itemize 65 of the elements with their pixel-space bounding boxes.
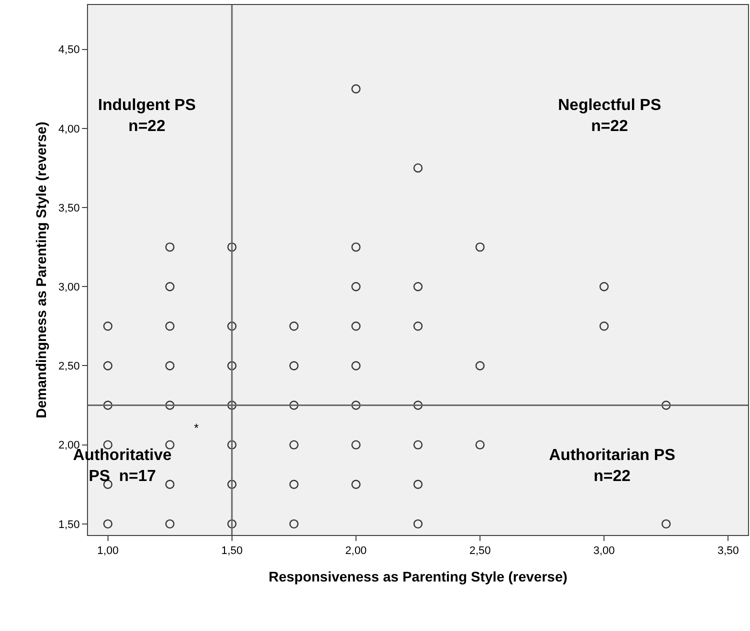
point	[227, 242, 237, 252]
y-tick-label: 1,50	[58, 518, 80, 531]
point	[599, 282, 609, 292]
point	[351, 84, 361, 94]
point	[599, 322, 609, 331]
x-tick-label: 2,00	[345, 545, 367, 558]
point	[165, 322, 174, 331]
point	[351, 361, 361, 370]
x-tick-label: 2,50	[469, 545, 491, 558]
point	[413, 440, 423, 450]
point	[413, 282, 423, 292]
x-tick-label: 3,00	[593, 545, 615, 558]
y-tick-label: 4,00	[58, 123, 80, 136]
y-tick-label: 4,50	[58, 44, 80, 56]
point	[413, 519, 423, 529]
y-tick-label: 2,50	[58, 360, 80, 373]
point	[475, 242, 485, 252]
point	[165, 440, 174, 450]
annotation: Neglectful PS n=22	[558, 97, 662, 135]
x-tick-label: 1,00	[97, 545, 119, 558]
point	[289, 480, 299, 489]
point	[351, 242, 361, 252]
point	[289, 440, 299, 450]
point	[413, 322, 423, 331]
point	[165, 361, 174, 370]
y-tick-label: 3,00	[58, 281, 80, 294]
point	[351, 282, 361, 292]
x-tick-label: 1,50	[221, 545, 243, 558]
point	[289, 519, 299, 529]
point	[413, 400, 423, 410]
point	[351, 322, 361, 331]
point	[227, 480, 237, 489]
point	[289, 322, 299, 331]
point	[227, 519, 237, 529]
point	[662, 519, 671, 529]
annotation: Indulgent PS n=22	[98, 97, 196, 135]
point	[227, 440, 237, 450]
y-tick-label: 3,50	[58, 202, 80, 214]
point	[103, 322, 112, 331]
point	[165, 242, 174, 252]
y-axis-title: Demandingness as Parenting Style (reverse)	[32, 122, 49, 418]
x-axis-title: Responsiveness as Parenting Style (reverse)	[268, 568, 568, 584]
x-tick-label: 3,50	[717, 545, 739, 558]
point	[227, 400, 237, 410]
point	[413, 480, 423, 489]
point	[289, 400, 299, 410]
point	[165, 400, 174, 410]
point	[227, 361, 237, 370]
point	[227, 322, 237, 331]
point	[165, 480, 174, 489]
point	[475, 361, 485, 370]
point	[351, 400, 361, 410]
annotation: Authoritarian PS n=22	[549, 447, 676, 485]
point	[103, 361, 112, 370]
annotation: *	[194, 421, 199, 435]
point	[475, 440, 485, 450]
point	[351, 440, 361, 450]
point	[103, 519, 112, 529]
point	[103, 400, 112, 410]
point	[165, 282, 174, 292]
point	[351, 480, 361, 489]
point	[289, 361, 299, 370]
point	[662, 400, 671, 410]
point	[165, 519, 174, 529]
point	[413, 163, 423, 173]
